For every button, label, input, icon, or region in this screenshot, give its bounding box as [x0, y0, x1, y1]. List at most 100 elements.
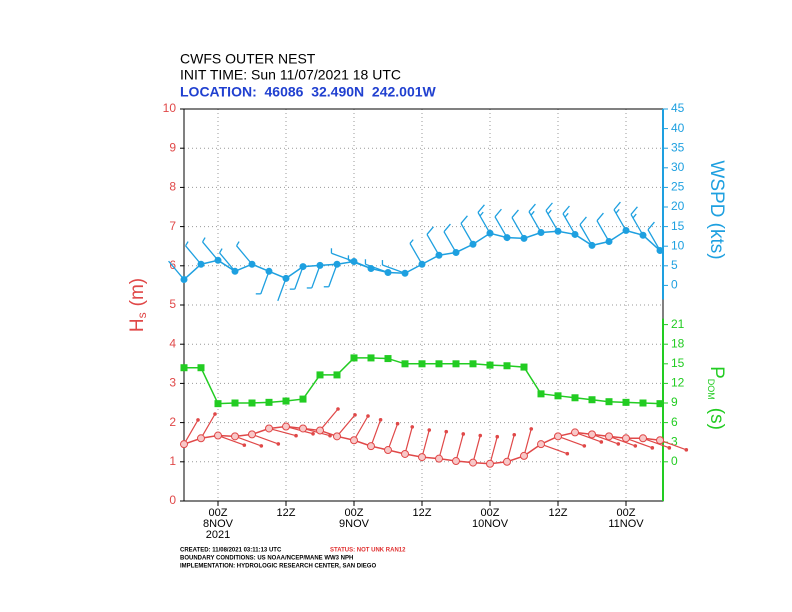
- x-tick-label: 00Z: [345, 507, 364, 519]
- wind-barb-staff: [382, 264, 406, 274]
- direction-arrow: [217, 434, 245, 446]
- data-point: [588, 430, 596, 439]
- x-tick-label: 12Z: [277, 507, 296, 519]
- data-point: [231, 267, 239, 275]
- wind-barb-staff: [236, 245, 253, 265]
- arrow-head: [444, 429, 449, 434]
- direction-arrow: [370, 419, 382, 447]
- wind-barb-staff: [647, 229, 661, 251]
- data-point: [248, 260, 256, 268]
- y-tick-label: 2: [169, 415, 176, 429]
- wind-barb: [511, 209, 519, 218]
- wind-barb: [479, 211, 484, 217]
- x-tick-label: 8NOV: [203, 518, 234, 530]
- wind-barb: [562, 205, 570, 215]
- wind-barb-staff: [168, 260, 185, 280]
- data-point: [401, 449, 409, 458]
- direction-arrow: [472, 435, 481, 463]
- data-point: [537, 390, 545, 398]
- data-point: [605, 237, 613, 245]
- data-point: [231, 432, 239, 441]
- data-point: [588, 396, 596, 404]
- footer-created: CREATED: 11/08/2021 03:11:13 UTC: [180, 548, 282, 554]
- data-point: [265, 267, 273, 275]
- wind-barb: [615, 208, 620, 214]
- data-point: [197, 260, 205, 268]
- data-point: [418, 453, 426, 462]
- arrow-head: [478, 433, 483, 438]
- y3-tick-label: 18: [671, 336, 685, 350]
- data-point: [299, 424, 307, 433]
- data-point: [639, 399, 647, 407]
- data-point: [435, 454, 443, 463]
- y3-tick-label: 12: [671, 376, 685, 390]
- data-point: [197, 364, 205, 372]
- data-point: [537, 440, 545, 449]
- arrow-head: [353, 413, 357, 417]
- wind-barb: [564, 212, 569, 218]
- arrow-head: [294, 433, 298, 438]
- direction-arrow: [251, 433, 279, 445]
- arrow-head: [633, 444, 638, 448]
- y-tick-label: 9: [169, 140, 176, 154]
- data-point: [639, 231, 647, 239]
- direction-arrow: [421, 429, 430, 458]
- y2-tick-label: 5: [671, 258, 678, 272]
- direction-arrow: [659, 439, 687, 451]
- direction-arrow: [557, 435, 585, 447]
- data-point: [486, 229, 494, 237]
- data-point: [299, 263, 307, 271]
- arrow-head: [242, 443, 247, 447]
- x-tick-label: 9NOV: [339, 518, 370, 530]
- y-tick-label: 7: [169, 219, 176, 233]
- y2-tick-label: 35: [671, 140, 685, 154]
- y2-tick-label: 30: [671, 160, 685, 174]
- data-point: [180, 440, 188, 449]
- wind-barb-staff: [328, 264, 338, 288]
- data-point: [656, 436, 664, 445]
- data-point: [231, 399, 239, 407]
- data-point: [571, 230, 579, 238]
- wind-barb-staff: [331, 252, 355, 263]
- y-tick-label: 10: [163, 101, 177, 115]
- data-point: [656, 400, 664, 408]
- data-point: [180, 364, 188, 372]
- wind-barb-staff: [443, 231, 457, 253]
- y3-tick-label: 3: [671, 434, 678, 448]
- wind-barb: [547, 209, 552, 215]
- wind-barb: [426, 226, 434, 235]
- wind-barb: [494, 208, 502, 218]
- data-point: [452, 457, 460, 466]
- data-point: [367, 354, 375, 362]
- arrow-head: [276, 442, 281, 446]
- direction-arrow: [608, 435, 636, 447]
- wind-barb-staff: [511, 217, 525, 239]
- wind-barb-staff: [348, 259, 372, 270]
- arrow-head: [667, 446, 672, 450]
- direction-arrow: [625, 437, 653, 449]
- arrow-head: [495, 434, 500, 439]
- data-point: [401, 360, 409, 368]
- y2-tick-label: 10: [671, 238, 685, 252]
- direction-arrow: [200, 413, 216, 439]
- wind-barb: [647, 221, 655, 231]
- subtitle: INIT TIME: Sun 11/07/2021 18 UTC: [180, 67, 401, 83]
- wind-barb: [409, 239, 414, 244]
- data-point: [503, 457, 511, 466]
- y3-tick-label: 0: [671, 454, 678, 468]
- arrow-head: [213, 412, 217, 416]
- x-tick-label: 00Z: [209, 507, 228, 519]
- direction-arrow: [642, 437, 670, 449]
- data-point: [214, 431, 222, 440]
- arrow-head: [565, 451, 570, 456]
- plot-frame: [183, 108, 664, 502]
- arrow-head: [328, 433, 332, 438]
- data-point: [333, 371, 341, 379]
- direction-arrow: [523, 428, 532, 457]
- y3-axis-title-unit: (s): [706, 408, 727, 430]
- wind-barb: [545, 202, 553, 211]
- arrow-head: [427, 428, 432, 432]
- y-tick-label: 8: [169, 180, 176, 194]
- data-point: [418, 260, 426, 268]
